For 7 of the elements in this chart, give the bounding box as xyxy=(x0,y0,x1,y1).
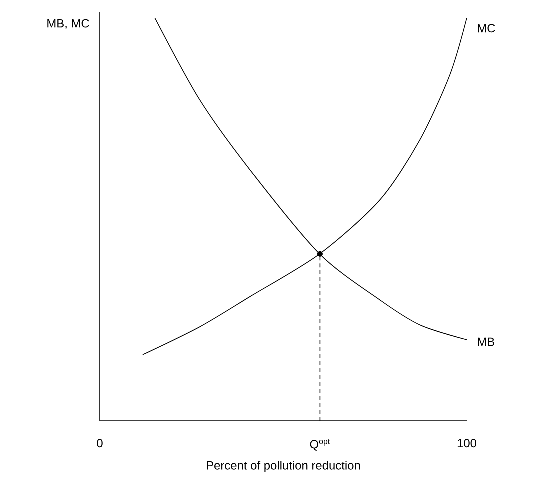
x-axis-title: Percent of pollution reduction xyxy=(207,461,360,472)
x-tick-label: 0 xyxy=(97,439,103,448)
series-label: MC xyxy=(478,24,496,33)
series-label: MB xyxy=(478,338,494,346)
x-tick-label: 100 xyxy=(458,439,477,448)
y-axis-title: MB, MC xyxy=(48,19,90,30)
x-tick-label: Q$^{opt}$ xyxy=(310,439,330,451)
